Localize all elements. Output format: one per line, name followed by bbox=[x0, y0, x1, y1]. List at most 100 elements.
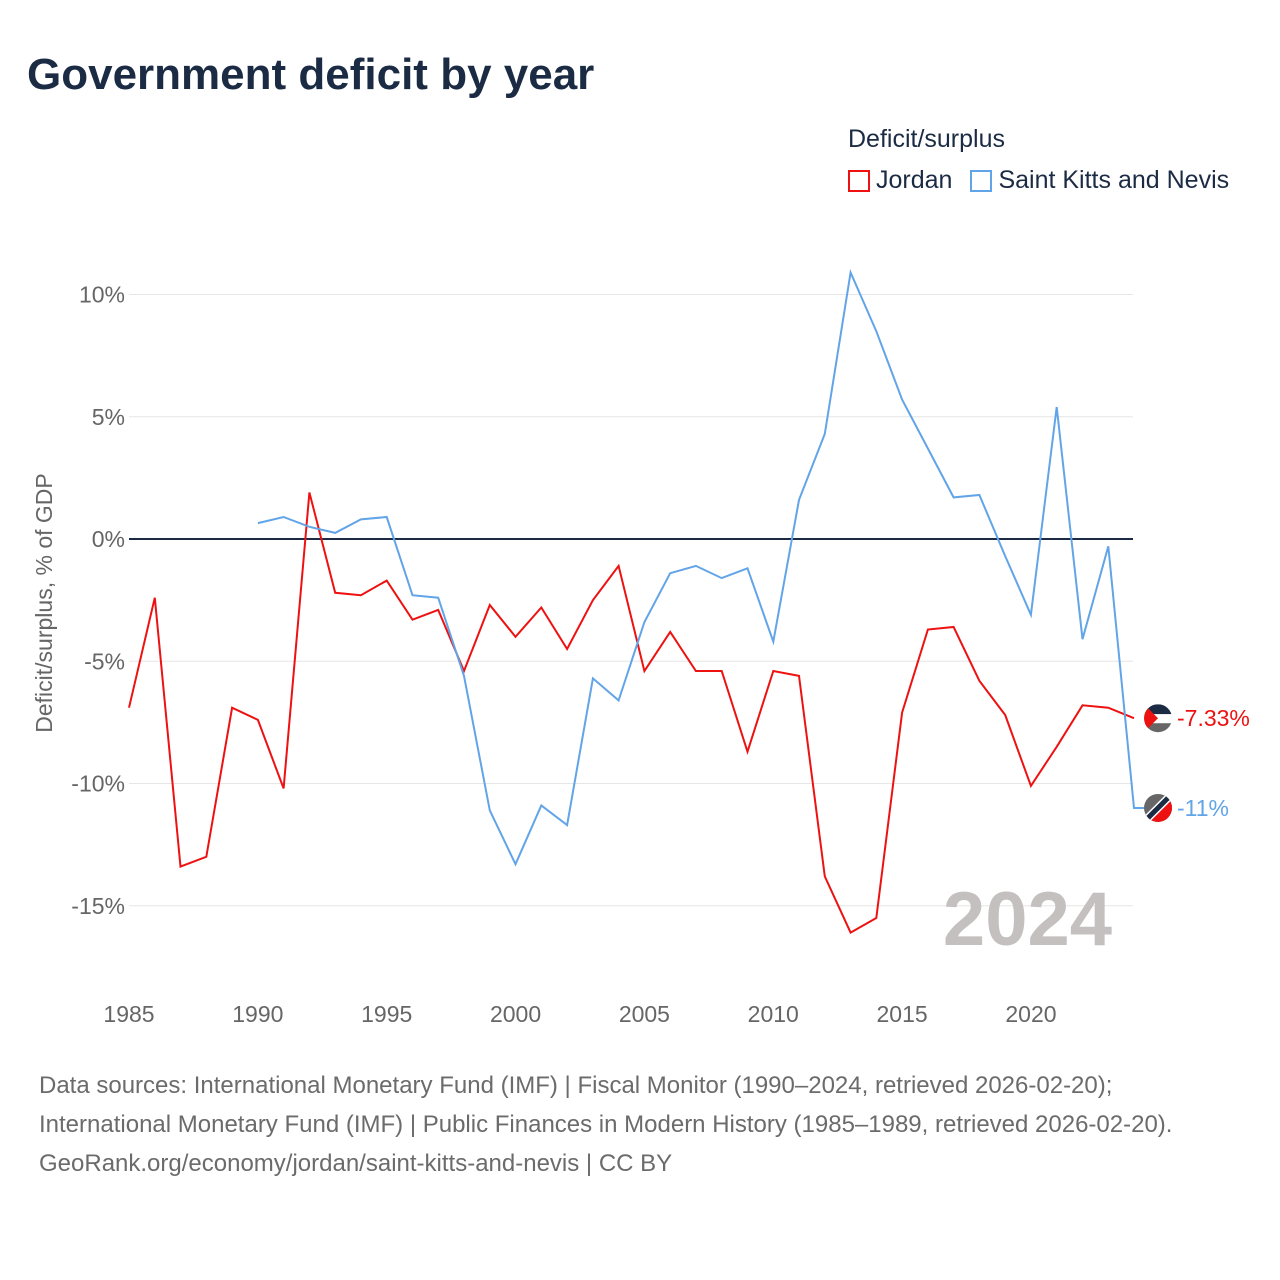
legend-title: Deficit/surplus bbox=[848, 125, 1005, 153]
x-tick-label: 2010 bbox=[748, 1001, 799, 1027]
series-line-saint-kitts-and-nevis bbox=[257, 268, 1147, 867]
data-point-saint-kitts-and-nevis bbox=[796, 497, 802, 503]
legend: Jordan Saint Kitts and Nevis bbox=[848, 166, 1229, 195]
data-point-saint-kitts-and-nevis bbox=[1131, 805, 1137, 811]
legend-item-jordan[interactable]: Jordan bbox=[848, 166, 952, 195]
data-point-saint-kitts-and-nevis bbox=[332, 530, 338, 536]
data-point-jordan bbox=[899, 710, 905, 716]
data-point-saint-kitts-and-nevis bbox=[487, 807, 493, 813]
y-tick-label: -5% bbox=[84, 648, 125, 674]
x-tick-label: 1985 bbox=[103, 1001, 154, 1027]
data-point-jordan bbox=[435, 607, 441, 613]
footer: Data sources: International Monetary Fun… bbox=[39, 1066, 1239, 1183]
data-point-jordan bbox=[719, 668, 725, 674]
data-point-jordan bbox=[1002, 712, 1008, 718]
data-point-jordan bbox=[358, 592, 364, 598]
y-tick-label: 0% bbox=[92, 526, 125, 552]
data-point-jordan bbox=[178, 864, 184, 870]
data-point-saint-kitts-and-nevis bbox=[1002, 553, 1008, 559]
data-point-saint-kitts-and-nevis bbox=[1028, 612, 1034, 618]
data-point-jordan bbox=[255, 717, 261, 723]
data-point-saint-kitts-and-nevis bbox=[358, 516, 364, 522]
x-tick-label: 2020 bbox=[1005, 1001, 1056, 1027]
data-point-saint-kitts-and-nevis bbox=[513, 861, 519, 867]
legend-label-saint-kitts-and-nevis: Saint Kitts and Nevis bbox=[998, 166, 1230, 194]
data-point-jordan bbox=[1028, 783, 1034, 789]
data-point-saint-kitts-and-nevis bbox=[770, 639, 776, 645]
data-point-jordan bbox=[564, 646, 570, 652]
x-tick-label: 2000 bbox=[490, 1001, 541, 1027]
x-tick-label: 2005 bbox=[619, 1001, 670, 1027]
data-point-jordan bbox=[487, 602, 493, 608]
data-point-saint-kitts-and-nevis bbox=[873, 328, 879, 334]
data-point-jordan bbox=[409, 617, 415, 623]
data-point-jordan bbox=[796, 673, 802, 679]
data-point-jordan bbox=[693, 668, 699, 674]
data-point-jordan bbox=[744, 749, 750, 755]
jordan-flag-icon bbox=[1144, 704, 1172, 733]
end-label-jordan: -7.33% bbox=[1177, 705, 1250, 731]
y-tick-label: -15% bbox=[71, 893, 125, 919]
data-point-jordan bbox=[281, 785, 287, 791]
data-point-saint-kitts-and-nevis bbox=[744, 565, 750, 571]
data-point-jordan bbox=[925, 626, 931, 632]
year-watermark: 2024 bbox=[943, 877, 1112, 962]
data-point-jordan bbox=[513, 634, 519, 640]
data-point-jordan bbox=[822, 873, 828, 879]
data-point-jordan bbox=[126, 705, 132, 711]
data-point-saint-kitts-and-nevis bbox=[435, 595, 441, 601]
y-axis-label: Deficit/surplus, % of GDP bbox=[31, 473, 57, 732]
data-point-jordan bbox=[306, 490, 312, 496]
data-point-jordan bbox=[203, 854, 209, 860]
data-point-saint-kitts-and-nevis bbox=[461, 673, 467, 679]
data-point-jordan bbox=[384, 578, 390, 584]
data-point-saint-kitts-and-nevis bbox=[409, 592, 415, 598]
data-point-saint-kitts-and-nevis bbox=[848, 269, 854, 275]
data-point-saint-kitts-and-nevis bbox=[641, 619, 647, 625]
data-point-saint-kitts-and-nevis bbox=[1054, 404, 1060, 410]
end-label-saint-kitts-and-nevis: -11% bbox=[1177, 795, 1229, 821]
data-point-jordan bbox=[1131, 715, 1137, 721]
data-point-jordan bbox=[641, 668, 647, 674]
legend-label-jordan: Jordan bbox=[876, 166, 953, 194]
y-tick-label: 5% bbox=[92, 404, 125, 430]
data-point-saint-kitts-and-nevis bbox=[281, 514, 287, 520]
data-point-jordan bbox=[976, 678, 982, 684]
y-tick-label: -10% bbox=[71, 771, 125, 797]
legend-swatch-jordan bbox=[848, 169, 870, 192]
data-point-saint-kitts-and-nevis bbox=[693, 563, 699, 569]
data-point-saint-kitts-and-nevis bbox=[951, 494, 957, 500]
data-point-jordan bbox=[848, 930, 854, 936]
data-point-saint-kitts-and-nevis bbox=[538, 803, 544, 809]
data-point-jordan bbox=[770, 668, 776, 674]
data-point-jordan bbox=[590, 597, 596, 603]
data-point-jordan bbox=[229, 705, 235, 711]
data-point-jordan bbox=[873, 915, 879, 921]
data-point-saint-kitts-and-nevis bbox=[667, 570, 673, 576]
chart-plot: 10% 5% 0% -5% -10% -15% 1985 1990 1995 2000 2005 20… bbox=[31, 268, 1250, 1027]
chart-title: Government deficit by year bbox=[27, 50, 595, 99]
series-line-jordan bbox=[128, 492, 1135, 935]
source-link[interactable]: GeoRank.org/economy/jordan/saint-kitts-a… bbox=[39, 1150, 673, 1177]
data-point-saint-kitts-and-nevis bbox=[590, 675, 596, 681]
data-point-saint-kitts-and-nevis bbox=[899, 397, 905, 403]
data-point-jordan bbox=[1105, 705, 1111, 711]
data-point-jordan bbox=[667, 629, 673, 635]
legend-swatch-saint-kitts-and-nevis bbox=[970, 169, 993, 192]
x-tick-label: 1995 bbox=[361, 1001, 412, 1027]
data-point-jordan bbox=[332, 590, 338, 596]
data-point-saint-kitts-and-nevis bbox=[306, 524, 312, 530]
data-point-saint-kitts-and-nevis bbox=[616, 697, 622, 703]
x-tick-label: 1990 bbox=[232, 1001, 283, 1027]
y-tick-label: 10% bbox=[79, 282, 125, 308]
data-point-jordan bbox=[152, 595, 158, 601]
data-point-saint-kitts-and-nevis bbox=[719, 575, 725, 581]
data-point-jordan bbox=[538, 604, 544, 610]
data-point-jordan bbox=[951, 624, 957, 630]
data-sources: Data sources: International Monetary Fun… bbox=[39, 1072, 1173, 1138]
data-point-jordan bbox=[616, 563, 622, 569]
data-point-saint-kitts-and-nevis bbox=[384, 514, 390, 520]
legend-item-saint-kitts-and-nevis[interactable]: Saint Kitts and Nevis bbox=[970, 166, 1229, 195]
x-tick-label: 2015 bbox=[877, 1001, 928, 1027]
data-point-saint-kitts-and-nevis bbox=[976, 492, 982, 498]
